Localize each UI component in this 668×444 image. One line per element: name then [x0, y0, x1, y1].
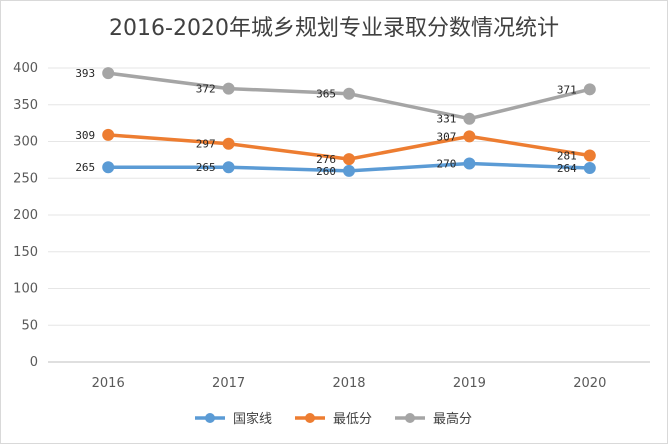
y-tick-label: 250: [13, 171, 38, 186]
data-point: [583, 83, 596, 96]
data-point: [102, 161, 115, 174]
data-label: 264: [557, 162, 577, 175]
data-point: [102, 128, 115, 141]
legend-label: 最高分: [433, 411, 472, 427]
data-point: [343, 153, 355, 166]
data-label: 371: [557, 83, 577, 96]
data-label: 265: [196, 161, 216, 174]
data-point: [343, 87, 355, 100]
data-point: [463, 112, 476, 125]
y-tick-label: 150: [13, 245, 38, 260]
data-point: [343, 164, 355, 177]
y-tick-label: 400: [13, 61, 38, 76]
x-tick-label: 2016: [92, 376, 125, 391]
y-tick-label: 100: [13, 282, 38, 297]
data-label: 270: [437, 158, 457, 171]
x-tick-label: 2018: [332, 376, 365, 391]
data-point: [222, 82, 235, 95]
legend-label: 国家线: [233, 411, 272, 427]
legend-swatch-marker: [405, 413, 415, 423]
y-tick-label: 200: [13, 208, 38, 223]
data-point: [222, 137, 235, 150]
data-label: 331: [437, 113, 457, 126]
y-tick-label: 350: [13, 98, 38, 113]
chart-title: 2016-2020年城乡规划专业录取分数情况统计: [109, 16, 559, 41]
data-label: 309: [75, 129, 95, 142]
x-tick-label: 2019: [453, 376, 486, 391]
data-label: 276: [316, 153, 336, 166]
y-tick-label: 300: [13, 135, 38, 150]
data-point: [463, 157, 476, 170]
legend-swatch-marker: [305, 413, 315, 423]
data-label: 393: [75, 67, 95, 80]
data-point: [102, 67, 115, 80]
y-tick-label: 0: [30, 355, 38, 370]
data-label: 365: [316, 88, 336, 101]
x-tick-label: 2020: [573, 376, 606, 391]
data-label: 307: [437, 130, 457, 143]
x-tick-label: 2017: [212, 376, 245, 391]
data-point: [463, 130, 476, 143]
data-label: 281: [557, 149, 577, 162]
data-label: 372: [196, 83, 216, 96]
y-tick-label: 50: [21, 318, 38, 333]
data-point: [222, 161, 235, 174]
legend-label: 最低分: [333, 412, 372, 427]
data-label: 265: [75, 161, 95, 174]
data-point: [583, 161, 596, 174]
data-point: [583, 149, 596, 162]
data-label: 260: [316, 165, 336, 178]
legend-swatch-marker: [205, 413, 215, 423]
data-label: 297: [196, 138, 216, 151]
